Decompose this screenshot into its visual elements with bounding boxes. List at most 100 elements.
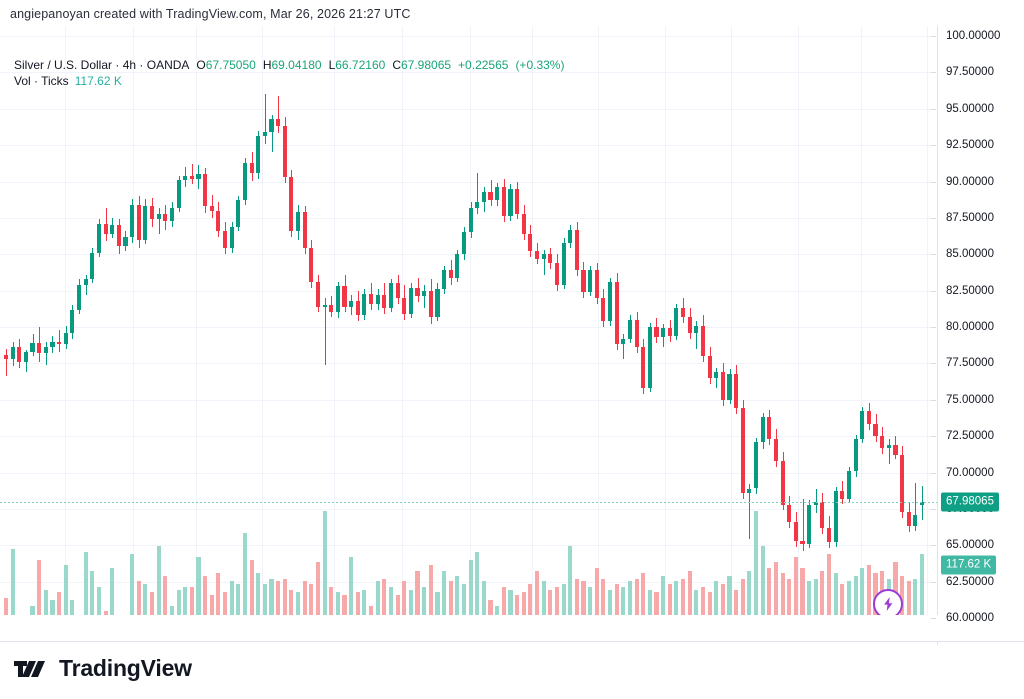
candle-body xyxy=(355,300,360,316)
candle-body xyxy=(734,373,739,409)
volume-bar xyxy=(720,584,725,615)
lightning-bolt-icon[interactable] xyxy=(873,589,903,615)
volume-bar xyxy=(614,584,619,615)
candle-body xyxy=(754,441,759,489)
volume-bar xyxy=(727,576,732,615)
volume-value-badge[interactable]: 117.62 K xyxy=(941,555,997,575)
candle-body xyxy=(581,270,586,293)
price-axis-tick-dash xyxy=(931,508,936,510)
volume-bar xyxy=(382,578,387,615)
candle-body xyxy=(116,225,121,246)
candle-body xyxy=(375,294,380,304)
volume-bar xyxy=(415,570,420,615)
candle-body xyxy=(621,338,626,345)
volume-bar xyxy=(548,589,553,615)
candle-body xyxy=(601,297,606,322)
candle-body xyxy=(103,223,108,234)
candle-body xyxy=(747,488,752,493)
grid-line-horizontal xyxy=(0,581,937,583)
last-price-line xyxy=(0,501,937,503)
tradingview-logo-text: TradingView xyxy=(59,655,192,681)
candle-wick xyxy=(803,498,804,552)
candle-body xyxy=(594,270,599,298)
candle-body xyxy=(886,444,891,448)
price-axis-tick: 72.50000 xyxy=(946,430,994,443)
volume-bar xyxy=(428,565,433,615)
price-chart-plot[interactable] xyxy=(0,26,937,615)
volume-bar xyxy=(468,559,473,615)
candle-body xyxy=(242,162,247,201)
price-axis-tick-dash xyxy=(931,472,936,474)
price-axis-tick: 92.50000 xyxy=(946,139,994,152)
volume-bar xyxy=(37,559,42,615)
volume-bar xyxy=(43,589,48,615)
price-axis-tick: 87.50000 xyxy=(946,211,994,224)
candle-body xyxy=(800,540,805,544)
volume-bar xyxy=(176,589,181,615)
volume-bar xyxy=(900,576,905,615)
volume-bar xyxy=(329,586,334,615)
volume-bar xyxy=(229,581,234,615)
volume-bar xyxy=(780,573,785,615)
last-price-badge[interactable]: 67.98065 xyxy=(941,492,999,512)
price-scale[interactable]: 100.00000 97.50000 95.00000 92.50000 90.0000… xyxy=(931,26,1024,624)
candle-body xyxy=(541,254,546,259)
volume-bar xyxy=(515,594,520,615)
price-axis-tick-dash xyxy=(931,545,936,547)
candle-body xyxy=(528,233,533,252)
volume-bar xyxy=(594,567,599,615)
candle-body xyxy=(780,460,785,505)
candle-wick xyxy=(212,194,213,218)
grid-line-horizontal xyxy=(0,36,937,37)
candle-body xyxy=(76,284,82,310)
price-axis-tick: 80.00000 xyxy=(946,321,994,333)
candle-body xyxy=(680,308,686,317)
volume-bar xyxy=(581,581,586,615)
candle-body xyxy=(654,327,659,338)
candle-body xyxy=(209,206,214,211)
candle-body xyxy=(315,281,321,307)
candle-body xyxy=(568,229,573,243)
footer: TradingView xyxy=(0,645,1024,699)
candle-body xyxy=(249,162,254,173)
volume-bar xyxy=(442,570,447,615)
candle-body xyxy=(588,270,593,293)
grid-line-vertical xyxy=(532,26,533,615)
candle-body xyxy=(793,521,798,541)
candle-wick xyxy=(278,95,279,134)
candle-body xyxy=(634,319,639,348)
candle-body xyxy=(880,436,885,448)
volume-bar xyxy=(369,605,374,615)
candle-body xyxy=(136,204,141,240)
volume-bar xyxy=(893,562,898,615)
grid-line-vertical xyxy=(402,26,403,615)
volume-bar xyxy=(707,592,712,615)
candle-wick xyxy=(192,164,193,185)
candle-wick xyxy=(46,341,47,365)
candle-wick xyxy=(6,348,7,377)
volume-bar xyxy=(508,589,513,615)
volume-bar xyxy=(242,532,247,615)
candle-body xyxy=(322,305,327,307)
volume-bar xyxy=(495,605,500,615)
candle-body xyxy=(90,252,95,279)
price-axis-tick: 100.00000 xyxy=(946,30,1001,42)
candle-body xyxy=(627,319,632,339)
volume-bar xyxy=(149,592,155,615)
candle-body xyxy=(362,293,367,316)
candle-body xyxy=(534,251,540,259)
grid-line-horizontal xyxy=(0,290,937,292)
candle-body xyxy=(833,491,838,543)
price-axis-tick-dash xyxy=(931,72,936,74)
volume-bar xyxy=(760,546,765,615)
volume-bar xyxy=(169,605,174,615)
candle-body xyxy=(422,290,427,297)
volume-bar xyxy=(422,586,427,615)
candle-body xyxy=(203,174,208,207)
candle-body xyxy=(262,132,267,137)
price-axis-tick: 77.50000 xyxy=(946,357,994,370)
volume-bar xyxy=(787,578,792,615)
grid-line-vertical xyxy=(133,26,134,615)
tradingview-logo[interactable]: TradingView xyxy=(14,657,192,680)
candlestick-series xyxy=(0,26,937,615)
